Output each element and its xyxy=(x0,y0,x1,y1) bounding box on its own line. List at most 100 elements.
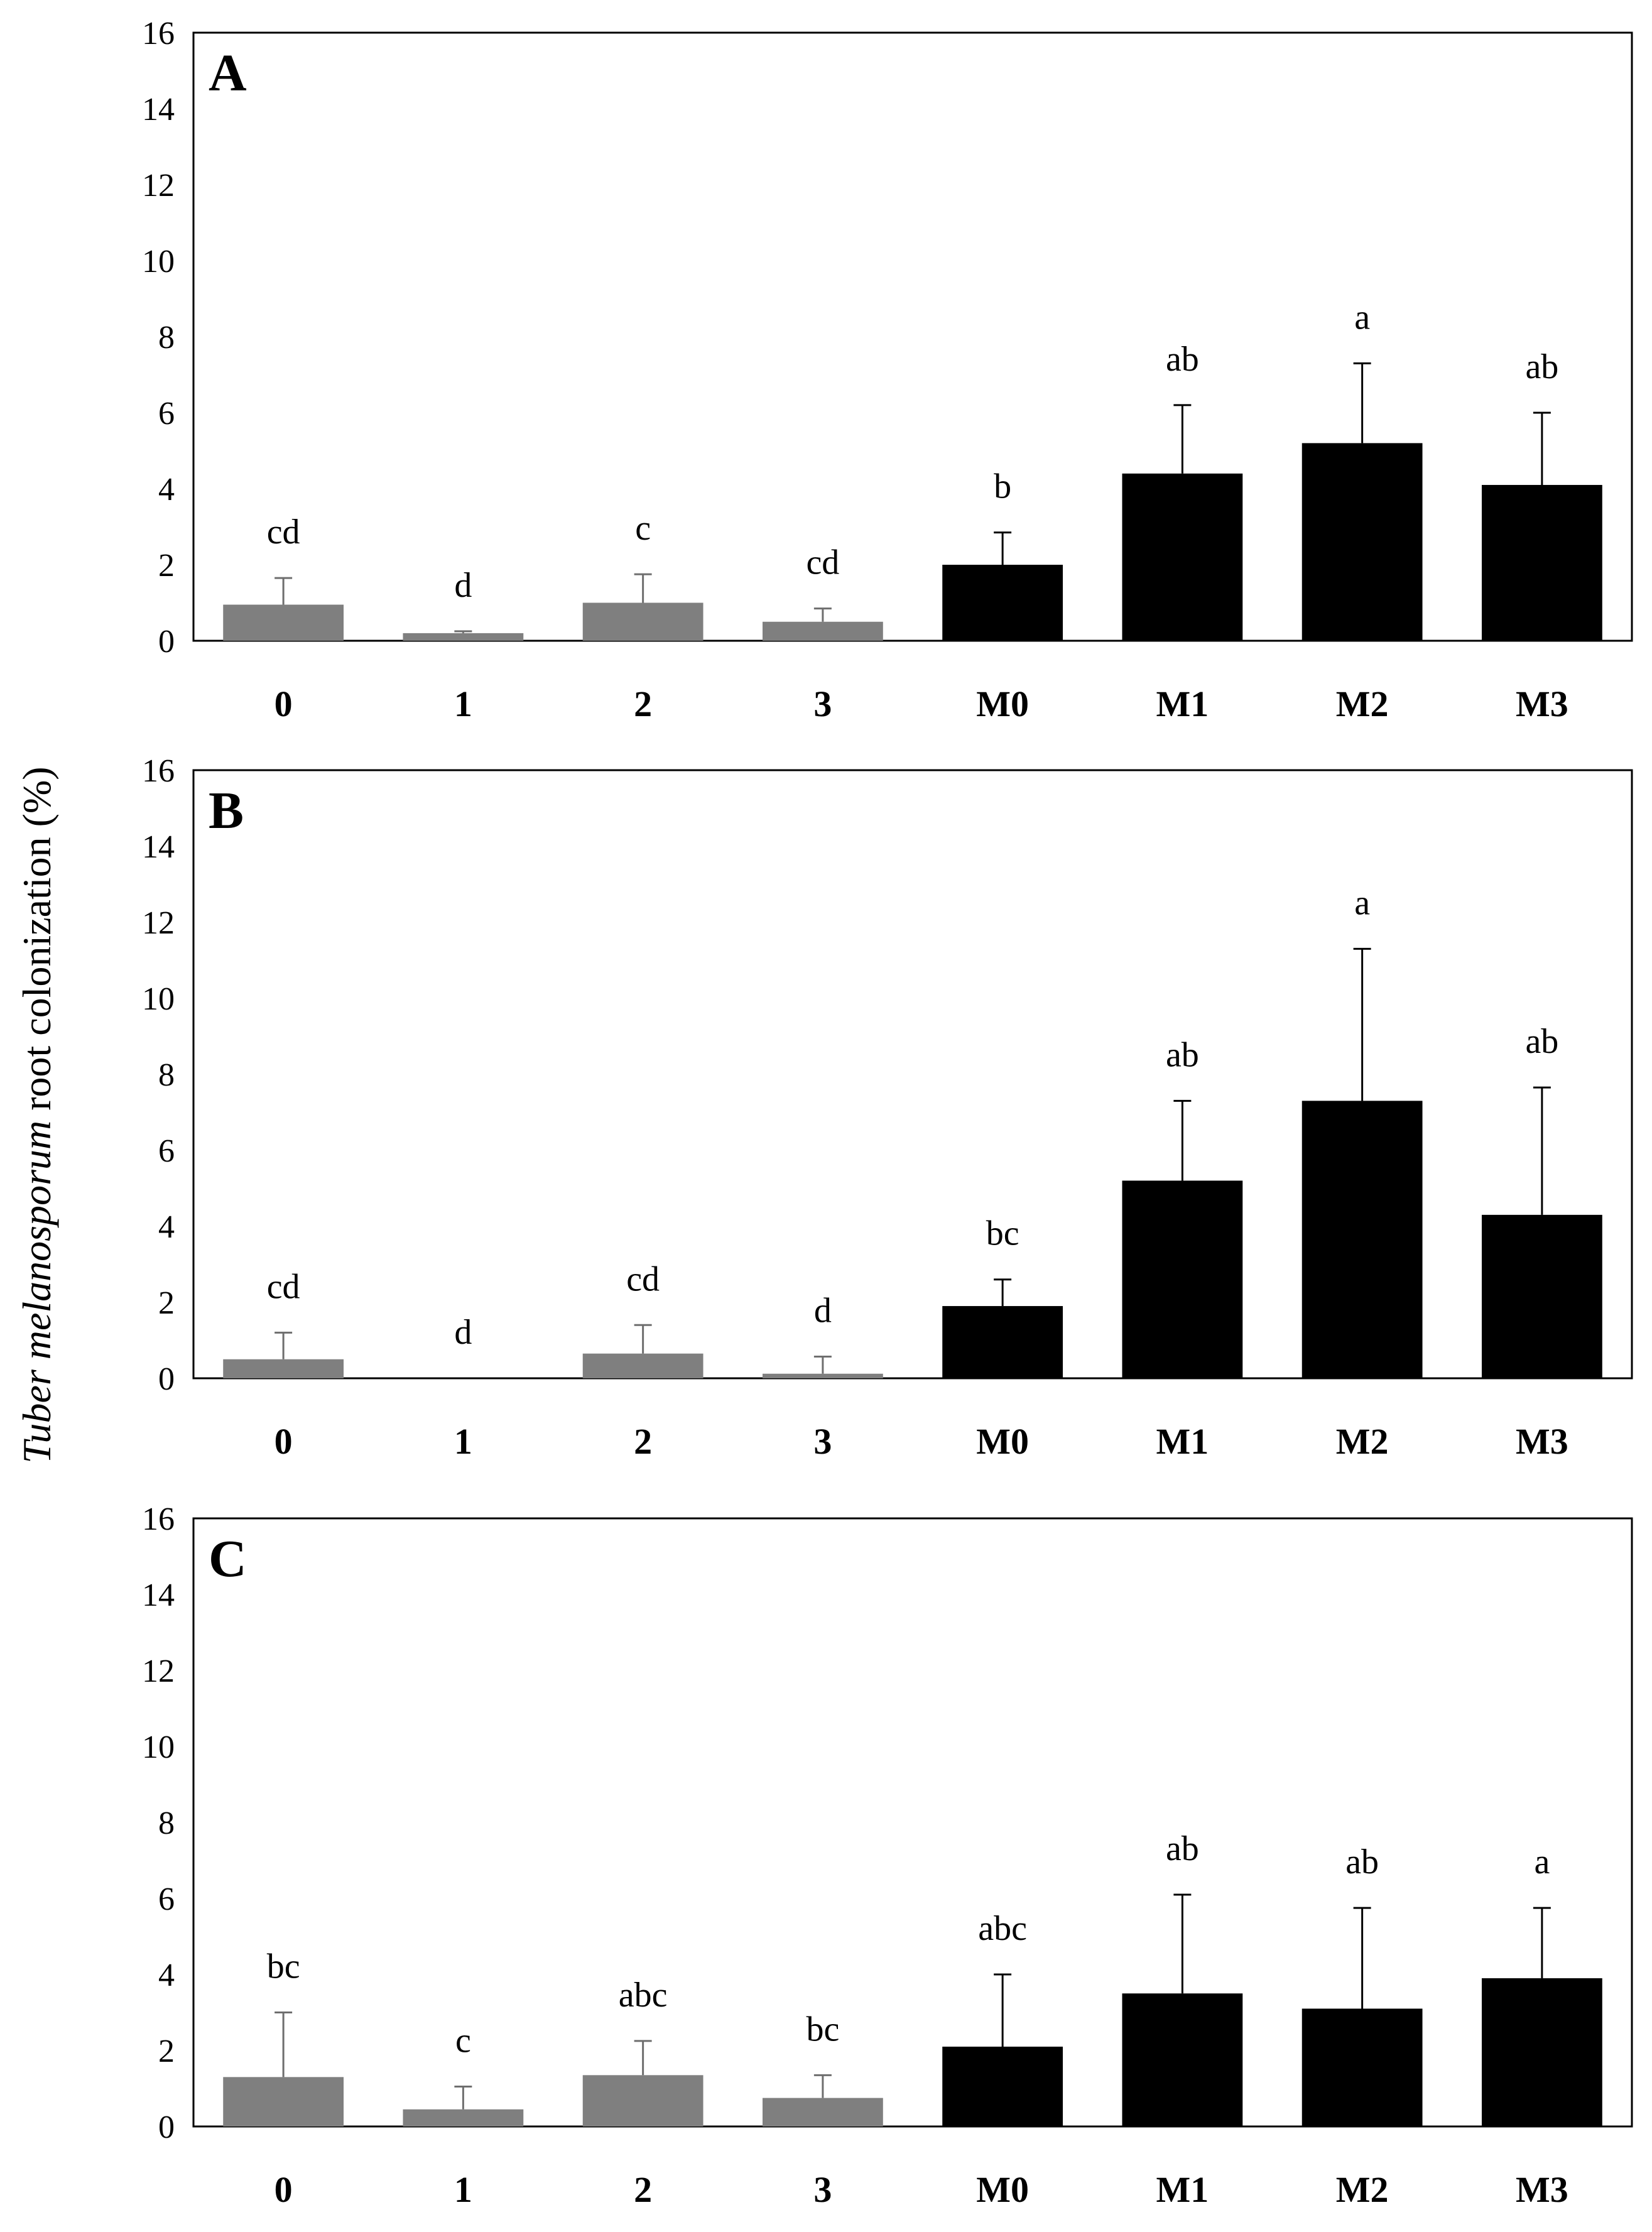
y-tick-label: 16 xyxy=(142,1501,175,1537)
bar-m1 xyxy=(1122,1993,1243,2126)
y-tick-label: 14 xyxy=(142,92,175,128)
bar-0 xyxy=(223,1359,344,1378)
y-tick-label: 12 xyxy=(142,1653,175,1689)
x-tick-label: 0 xyxy=(274,1421,293,1462)
bar-m0 xyxy=(942,565,1063,641)
y-tick-label: 14 xyxy=(142,829,175,865)
significance-label: cd xyxy=(267,513,300,552)
x-tick-label: M3 xyxy=(1516,1421,1568,1462)
significance-label: d xyxy=(814,1292,832,1331)
significance-label: bc xyxy=(806,2010,839,2049)
significance-label: ab xyxy=(1166,1829,1199,1868)
x-tick-label: M2 xyxy=(1336,2169,1389,2210)
significance-label: ab xyxy=(1345,1843,1379,1881)
panel-letter: B xyxy=(209,781,244,840)
significance-label: cd xyxy=(267,1267,300,1306)
significance-label: bc xyxy=(267,1947,300,1986)
bar-m3 xyxy=(1481,1978,1602,2126)
y-tick-label: 10 xyxy=(142,244,175,280)
significance-label: c xyxy=(635,509,651,548)
bar-m2 xyxy=(1301,2008,1423,2126)
x-tick-label: M3 xyxy=(1516,683,1568,724)
panel-letter: A xyxy=(209,44,247,102)
bar-1 xyxy=(403,2109,524,2126)
y-axis-label-species: Tuber melanosporum xyxy=(14,1121,59,1464)
y-tick-label: 10 xyxy=(142,981,175,1017)
plot-frame xyxy=(192,1517,1633,2128)
significance-label: bc xyxy=(986,1214,1019,1253)
x-tick-label: 0 xyxy=(274,683,293,724)
bar-m3 xyxy=(1481,484,1602,641)
y-axis-label: Tuber melanosporum root colonization (%) xyxy=(14,766,59,1463)
x-tick-label: M2 xyxy=(1336,1421,1389,1462)
y-tick-label: 8 xyxy=(158,320,175,356)
significance-label: a xyxy=(1354,883,1370,922)
y-axis-label-units: root colonization (%) xyxy=(14,766,59,1120)
bar-m0 xyxy=(942,1306,1063,1378)
significance-label: abc xyxy=(978,1909,1027,1948)
x-tick-label: 1 xyxy=(454,683,472,724)
bar-m0 xyxy=(942,2046,1063,2126)
x-tick-label: 3 xyxy=(813,683,832,724)
panel-b: 0 2 4 6 8 10 12 14 16 Bcd 0 d 1 cd 2 d 3 bc M0 ab M1 a M2 ab M3 xyxy=(142,753,1633,1462)
significance-label: d xyxy=(454,1313,472,1352)
bar-1 xyxy=(403,633,524,641)
significance-label: ab xyxy=(1166,340,1199,379)
bar-0 xyxy=(223,604,344,641)
significance-label: b xyxy=(994,467,1011,506)
bar-3 xyxy=(762,1373,883,1378)
x-tick-label: 3 xyxy=(813,2169,832,2210)
x-tick-label: M0 xyxy=(976,683,1029,724)
bar-m1 xyxy=(1122,1180,1243,1378)
panel-c: 0 2 4 6 8 10 12 14 16 Cbc 0 c 1 abc 2 bc 3 abc M0 ab M1 ab M2 a… xyxy=(142,1501,1633,2210)
bar-m1 xyxy=(1122,473,1243,641)
x-tick-label: 2 xyxy=(634,1421,652,1462)
x-tick-label: 3 xyxy=(813,1421,832,1462)
y-tick-label: 4 xyxy=(158,472,175,508)
y-tick-label: 16 xyxy=(142,753,175,789)
bar-m2 xyxy=(1301,443,1423,641)
y-tick-label: 2 xyxy=(158,548,175,584)
panel-a: 0 2 4 6 8 10 12 14 16 Acd 0 d 1 c 2 cd 3 b M0 ab M1 a M2 ab M3 xyxy=(142,16,1633,724)
y-tick-label: 14 xyxy=(142,1577,175,1613)
x-tick-label: 2 xyxy=(634,2169,652,2210)
y-tick-label: 6 xyxy=(158,1133,175,1169)
y-tick-label: 4 xyxy=(158,1957,175,1993)
significance-label: a xyxy=(1534,1843,1550,1881)
x-tick-label: M1 xyxy=(1156,1421,1209,1462)
bar-2 xyxy=(582,602,704,641)
y-tick-label: 2 xyxy=(158,2033,175,2069)
significance-label: ab xyxy=(1525,1022,1558,1061)
bar-2 xyxy=(582,1353,704,1378)
y-tick-label: 10 xyxy=(142,1729,175,1765)
x-tick-label: 1 xyxy=(454,2169,472,2210)
x-tick-label: M1 xyxy=(1156,2169,1209,2210)
bar-0 xyxy=(223,2077,344,2126)
bar-m3 xyxy=(1481,1214,1602,1378)
y-tick-label: 4 xyxy=(158,1209,175,1245)
bar-m2 xyxy=(1301,1101,1423,1378)
significance-label: ab xyxy=(1525,347,1558,386)
plot-frame xyxy=(192,769,1633,1380)
significance-label: ab xyxy=(1166,1035,1199,1074)
significance-label: d xyxy=(454,566,472,605)
y-tick-label: 6 xyxy=(158,396,175,432)
y-tick-label: 2 xyxy=(158,1285,175,1321)
significance-label: c xyxy=(455,2021,471,2060)
x-tick-label: M0 xyxy=(976,2169,1029,2210)
panel-letter: C xyxy=(209,1530,247,1588)
bar-3 xyxy=(762,2098,883,2126)
y-tick-label: 0 xyxy=(158,1361,175,1397)
x-tick-label: 0 xyxy=(274,2169,293,2210)
significance-label: a xyxy=(1354,298,1370,337)
bar-2 xyxy=(582,2075,704,2126)
significance-label: cd xyxy=(806,543,839,582)
y-tick-label: 16 xyxy=(142,16,175,52)
y-tick-label: 8 xyxy=(158,1057,175,1093)
x-tick-label: M2 xyxy=(1336,683,1389,724)
significance-label: abc xyxy=(619,1976,668,2015)
x-tick-label: M0 xyxy=(976,1421,1029,1462)
x-tick-label: 1 xyxy=(454,1421,472,1462)
